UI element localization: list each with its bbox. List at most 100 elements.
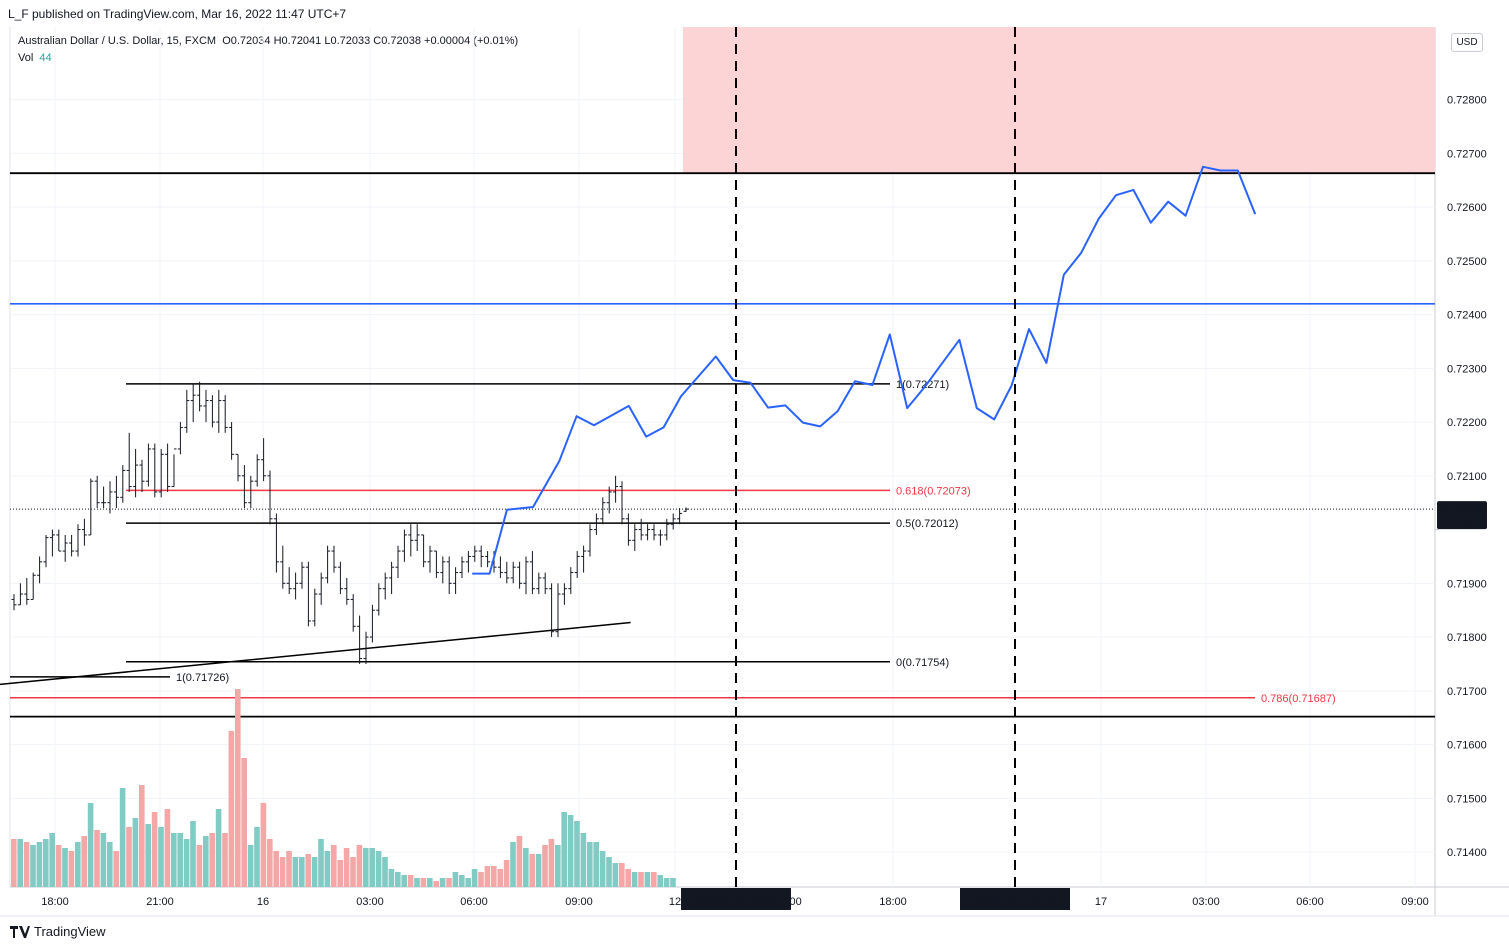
ohlc-bar xyxy=(299,561,305,589)
ohlc-bar xyxy=(446,556,452,595)
volume-bar xyxy=(203,836,209,887)
volume-bar xyxy=(171,833,177,887)
ohlc-bar xyxy=(344,577,350,605)
ohlc-bar xyxy=(203,389,209,423)
ohlc-bar xyxy=(600,497,606,525)
brand-name: TradingView xyxy=(34,924,106,939)
volume-bar xyxy=(235,689,241,887)
ohlc-bar xyxy=(254,454,260,487)
ohlc-bar xyxy=(190,384,196,423)
ohlc-bar xyxy=(171,448,177,488)
x-tick-label: 18:00 xyxy=(41,896,69,908)
ohlc-bar xyxy=(497,556,503,578)
volume-bar xyxy=(587,842,593,887)
ohlc-bar xyxy=(261,438,267,482)
ohlc-bar xyxy=(357,615,363,664)
volume-bar xyxy=(663,878,670,887)
ohlc-bar xyxy=(107,481,113,514)
volume-bar xyxy=(350,857,356,887)
ohlc-bar xyxy=(69,534,75,557)
volume-bar xyxy=(523,848,529,887)
volume-bar xyxy=(574,821,580,887)
volume-bar xyxy=(23,842,30,887)
ohlc-bar xyxy=(11,594,17,611)
ohlc-bar xyxy=(305,561,311,627)
footer-brand: TradingView xyxy=(10,924,106,939)
ohlc-bar xyxy=(555,583,561,638)
x-tick-label: 21:00 xyxy=(146,896,174,908)
ohlc-bar xyxy=(517,561,523,589)
ohlc-bar xyxy=(657,529,663,546)
ohlc-bar xyxy=(325,545,331,584)
volume-bar xyxy=(375,851,382,887)
ohlc-bar xyxy=(216,389,222,433)
volume-bar xyxy=(471,869,478,887)
volume-bar xyxy=(631,872,638,887)
volume-bar xyxy=(619,863,625,887)
x-tick-label: 06:00 xyxy=(1296,896,1324,908)
ohlc-bar xyxy=(427,545,433,573)
volume-bar xyxy=(561,812,567,887)
ohlc-bar xyxy=(133,448,139,498)
ohlc-bar xyxy=(478,545,484,568)
y-tick-label: 0.72300 xyxy=(1447,363,1487,375)
volume-bar xyxy=(164,809,171,887)
ohlc-bar xyxy=(677,508,683,525)
fib-level-label: 0(0.71754) xyxy=(896,657,949,669)
ohlc-bar xyxy=(645,524,651,541)
volume-bar xyxy=(68,851,75,887)
ohlc-bar xyxy=(81,518,87,546)
ohlc-bar xyxy=(568,567,574,595)
volume-bar xyxy=(299,857,305,887)
fib-level-label: 0.786(0.71687) xyxy=(1261,693,1336,705)
ohlc-bar xyxy=(62,534,68,562)
volume-bar xyxy=(606,857,612,887)
x-tick-label: 06:00 xyxy=(460,896,488,908)
volume-bar xyxy=(87,803,94,887)
projection-path xyxy=(472,165,1257,575)
volume-bar xyxy=(427,878,433,887)
volume-bar xyxy=(478,872,484,887)
ohlc-bar xyxy=(75,524,81,557)
volume-bar xyxy=(535,854,542,887)
ohlc-bar xyxy=(651,524,657,541)
volume-bar xyxy=(43,839,49,887)
volume-bar xyxy=(228,731,235,887)
x-tick-label: 09:00 xyxy=(1401,896,1429,908)
volume-bar xyxy=(484,866,491,887)
ohlc-bar xyxy=(593,513,599,535)
ohlc-bar xyxy=(43,534,49,568)
ohlc-bar xyxy=(197,381,203,412)
volume-bar xyxy=(183,839,190,887)
fib-level-label: 0.5(0.72012) xyxy=(896,518,958,530)
y-tick-label: 0.72700 xyxy=(1447,148,1487,160)
ohlc-bar xyxy=(209,395,215,428)
volume-bar xyxy=(215,809,222,887)
volume-bar xyxy=(55,845,62,887)
ohlc-bar xyxy=(235,453,241,482)
ohlc-bar xyxy=(337,561,343,595)
ohlc-bar xyxy=(664,518,670,541)
volume-bar xyxy=(119,788,126,887)
volume-bar xyxy=(62,848,68,887)
currency-button[interactable]: USD xyxy=(1451,33,1483,52)
ohlc-bar xyxy=(126,432,132,492)
volume-bar xyxy=(107,842,113,887)
ohlc-bar xyxy=(17,583,23,606)
volume-bar xyxy=(638,872,644,887)
volume-bar xyxy=(420,878,427,887)
volume-bar xyxy=(324,851,331,887)
ohlc-bar xyxy=(369,604,375,643)
volume-bar xyxy=(388,869,395,887)
ohlc-bar xyxy=(318,572,324,605)
ohlc-bar xyxy=(574,551,580,578)
volume-value: 44 xyxy=(39,52,52,64)
ohlc-bar xyxy=(465,551,471,573)
volume-bar xyxy=(555,845,561,887)
volume-bar xyxy=(343,848,350,887)
ohlc-bar xyxy=(581,545,587,573)
volume-bar xyxy=(196,845,203,887)
ohlc-bar xyxy=(625,513,631,546)
y-tick-label: 0.72800 xyxy=(1447,95,1487,107)
